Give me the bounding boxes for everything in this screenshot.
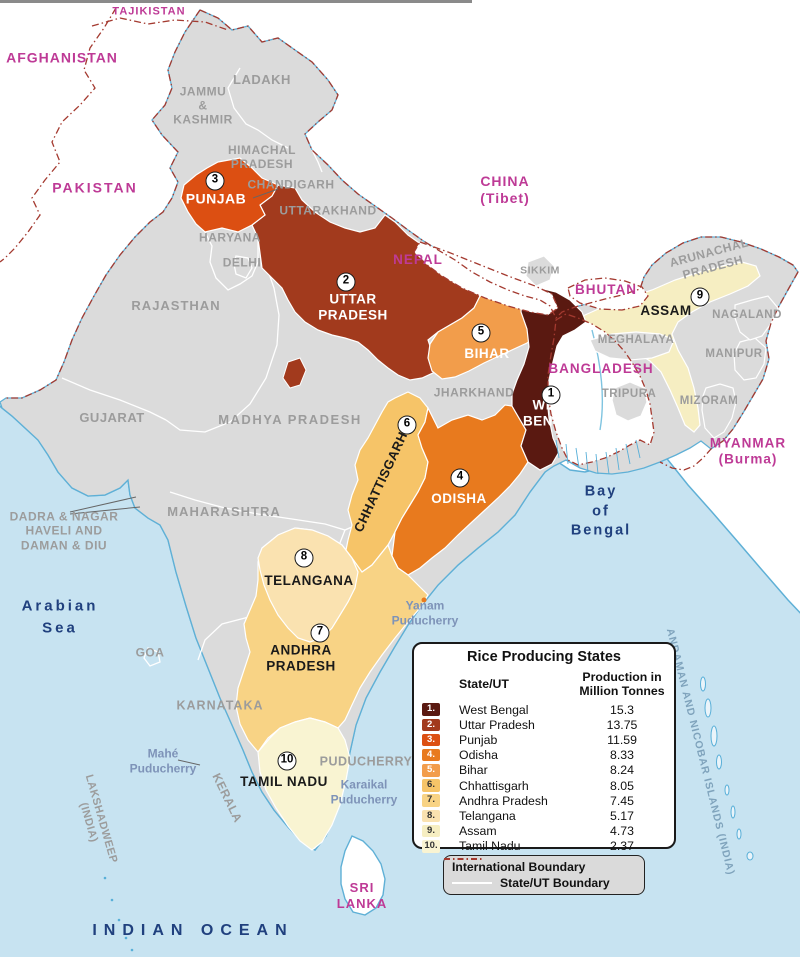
rank-badge-punjab: 3 bbox=[205, 171, 225, 191]
rank-badge-telangana: 8 bbox=[294, 548, 314, 568]
state-cell: Andhra Pradesh bbox=[459, 793, 548, 808]
rank-badge-tamil-nadu: 10 bbox=[277, 751, 297, 771]
boundary-legend-row: International Boundary bbox=[444, 858, 644, 875]
rank-cell: 4. bbox=[422, 748, 440, 762]
table-row: 5. Bihar 8.24 bbox=[414, 763, 674, 778]
state-shape-sikkim bbox=[525, 255, 555, 287]
andaman-islands bbox=[700, 676, 754, 861]
state-cell: Bihar bbox=[459, 763, 488, 778]
northeast-states bbox=[589, 295, 779, 439]
nepal-shape bbox=[414, 242, 558, 315]
table-row: 8. Telangana 5.17 bbox=[414, 808, 674, 823]
state-shape-nagaland bbox=[734, 295, 779, 341]
international-boundary-sample bbox=[444, 858, 484, 860]
state-cell: Tamil Nadu bbox=[459, 839, 521, 854]
state-cell: Telangana bbox=[459, 808, 516, 823]
state-shape-meghalaya bbox=[589, 331, 675, 361]
pointer-lines bbox=[69, 188, 279, 766]
state-shape-west-bengal bbox=[511, 287, 587, 471]
state-cell: Uttar Pradesh bbox=[459, 717, 535, 732]
boundary-legend: International Boundary State/UT Boundary bbox=[443, 855, 645, 895]
state-shape-tamil-nadu bbox=[257, 717, 351, 851]
table-row: 2. Uttar Pradesh 13.75 bbox=[414, 717, 674, 732]
state-shape-telangana bbox=[257, 527, 359, 643]
value-cell: 8.05 bbox=[610, 778, 634, 793]
state-cell: Assam bbox=[459, 824, 497, 839]
state-shape-uttar-pradesh-south bbox=[282, 357, 307, 389]
table-row: 1. West Bengal 15.3 bbox=[414, 702, 674, 717]
column-header-production: Production in Million Tonnes bbox=[579, 669, 665, 698]
state-boundary-sample bbox=[452, 881, 492, 885]
table-row: 10. Tamil Nadu 2.37 bbox=[414, 839, 674, 854]
state-boundary-label: State/UT Boundary bbox=[500, 876, 610, 890]
state-shape-punjab bbox=[180, 157, 279, 233]
rank-cell: 8. bbox=[422, 809, 440, 823]
top-bar bbox=[0, 0, 472, 3]
rank-badge-assam: 9 bbox=[690, 287, 710, 307]
rank-cell: 3. bbox=[422, 733, 440, 747]
rank-cell: 9. bbox=[422, 824, 440, 838]
value-cell: 7.45 bbox=[610, 793, 634, 808]
table-row: 7. Andhra Pradesh 7.45 bbox=[414, 793, 674, 808]
yanam-dot bbox=[421, 597, 427, 603]
value-cell: 2.37 bbox=[610, 839, 634, 854]
table-row: 4. Odisha 8.33 bbox=[414, 748, 674, 763]
international-boundary-label: International Boundary bbox=[452, 860, 586, 874]
rank-cell: 6. bbox=[422, 779, 440, 792]
value-cell: 8.24 bbox=[610, 763, 634, 778]
sri-lanka-shape bbox=[340, 835, 386, 916]
rank-cell: 1. bbox=[422, 703, 440, 716]
value-cell: 8.33 bbox=[610, 748, 634, 763]
table-row: 3. Punjab 11.59 bbox=[414, 732, 674, 747]
rank-badge-andhra-pradesh: 7 bbox=[310, 623, 330, 643]
value-cell: 5.17 bbox=[610, 808, 634, 823]
bangladesh-shape bbox=[548, 314, 654, 465]
rank-badge-uttar-pradesh: 2 bbox=[336, 272, 356, 292]
value-cell: 11.59 bbox=[607, 732, 637, 747]
state-cell: Odisha bbox=[459, 748, 498, 763]
lakshadweep-islands bbox=[103, 876, 134, 952]
rank-cell: 2. bbox=[422, 718, 440, 732]
value-cell: 15.3 bbox=[610, 702, 634, 717]
rank-badge-west-bengal: 1 bbox=[541, 385, 561, 405]
rice-production-table: Rice Producing States State/UT Productio… bbox=[412, 642, 676, 853]
state-shape-mizoram bbox=[701, 383, 737, 439]
international-boundaries bbox=[0, 7, 799, 471]
table-row: 9. Assam 4.73 bbox=[414, 824, 674, 839]
rank-badge-bihar: 5 bbox=[471, 323, 491, 343]
column-header-state: State/UT bbox=[459, 677, 509, 691]
value-cell: 4.73 bbox=[610, 824, 634, 839]
state-cell: Chhattisgarh bbox=[459, 778, 529, 793]
state-shape-manipur bbox=[733, 337, 767, 381]
rank-cell: 10. bbox=[422, 840, 440, 853]
bhutan-shape bbox=[568, 278, 648, 310]
rank-cell: 7. bbox=[422, 794, 440, 807]
delta-hatching bbox=[555, 439, 641, 475]
boundary-legend-row: State/UT Boundary bbox=[452, 875, 644, 891]
rank-cell: 5. bbox=[422, 764, 440, 777]
rank-badge-odisha: 4 bbox=[450, 468, 470, 488]
state-shape-odisha bbox=[391, 404, 529, 576]
table-title: Rice Producing States bbox=[467, 649, 621, 665]
state-cell: Punjab bbox=[459, 732, 498, 747]
state-shape-tripura bbox=[611, 381, 648, 422]
table-row: 6. Chhattisgarh 8.05 bbox=[414, 778, 674, 793]
state-cell: West Bengal bbox=[459, 702, 529, 717]
rank-badge-chhattisgarh: 6 bbox=[397, 415, 417, 435]
table-header: State/UT Production in Million Tonnes bbox=[414, 669, 674, 699]
value-cell: 13.75 bbox=[606, 717, 638, 732]
